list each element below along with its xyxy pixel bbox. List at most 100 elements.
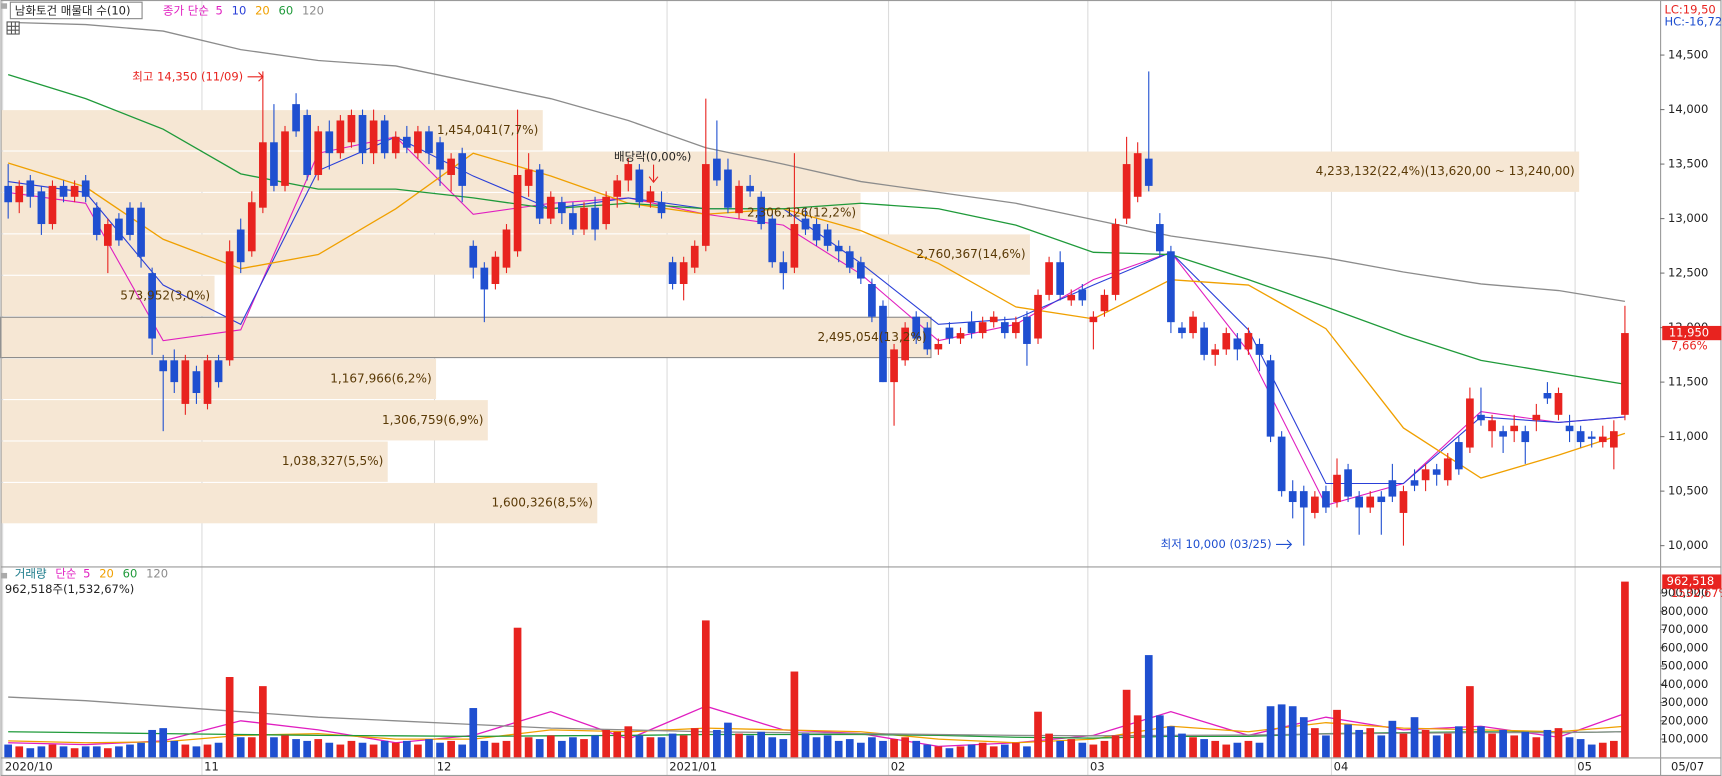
candle-body [126,207,134,235]
candle-body [580,207,588,230]
volume-bar [912,740,921,758]
volume-bar [879,740,887,758]
candle-body [757,196,766,225]
volume-bar [1399,733,1408,758]
volume-bar [270,737,278,758]
legend-item: 5 [216,3,223,17]
candle-body [1189,316,1197,334]
candle-body [414,131,422,154]
x-tick-label: 02 [891,760,906,774]
candle-body [192,371,201,394]
candle-body [48,185,57,225]
volume-bar [369,744,378,758]
legend-item: 20 [255,3,270,17]
legend-item: 20 [99,567,114,581]
candle-body [270,142,278,186]
volume-bar [1255,742,1264,758]
candle-body [591,207,599,230]
volume-bar [635,735,644,758]
volume-bar [1466,686,1474,758]
low-annotation: 최저 10,000 (03/25) [1161,537,1272,551]
candle-body [170,360,179,383]
candle-body [1432,469,1441,475]
volume-bar [1222,744,1231,758]
candle-body [1045,262,1053,295]
volume-bar [1200,739,1208,758]
profile-label: 2,495,054(13,2%) [817,330,926,344]
grid-icon-lines [7,21,20,35]
candle-body [834,245,843,252]
volume-bar [558,740,566,758]
volume-bar [15,746,24,758]
candle-body [546,196,555,219]
volume-bar [148,729,156,758]
volume-bar [1554,728,1563,758]
candle-body [945,327,954,339]
dividend-arrow [648,164,659,184]
candle-body [1144,158,1153,186]
volume-bar [81,746,90,758]
candle-body [602,196,610,225]
ma-line [8,136,1625,506]
candle-body [934,343,943,350]
volume-bar [1023,746,1031,758]
volume-bar [170,740,179,758]
candle-body [26,180,35,197]
volume-bar [602,729,610,758]
volume-bar [1532,737,1541,758]
moving-averages [7,21,1626,748]
candle-body [236,229,245,263]
volume-bar [1211,740,1220,758]
volume-bar [137,742,145,758]
volume-bar [1477,726,1485,758]
candle-body [1299,491,1308,508]
candle-body [624,164,633,181]
volume-bar [823,735,832,758]
candle-body [1100,294,1109,312]
high-arrow [247,72,264,82]
volume-bar [181,744,190,758]
volume-bar [1499,729,1507,758]
candle-body [779,262,788,274]
candle-body [1255,343,1264,355]
candle-body [491,256,500,285]
volume-bar [1610,740,1618,758]
candle-body [1598,436,1607,443]
volume-bar [701,620,710,758]
volume-bar [945,748,954,758]
candle-body [148,273,156,339]
volume-bar [325,742,334,758]
volume-bar [1344,724,1352,758]
volume-badge [1662,574,1722,589]
candle-body [1499,431,1507,437]
labels: 남화토건 매물대 수(10) LC:19,50 HC:-16,72 거래량 96… [5,1,1722,774]
volume-bar [236,737,245,758]
candle-body [735,185,743,214]
candle-body [336,120,345,154]
low-arrow [1276,539,1293,550]
volume-bar [978,742,987,758]
volume-bar [1067,739,1076,758]
volume-bar [1034,711,1042,758]
candle-body [569,213,577,230]
volume-bar [1133,715,1142,758]
volume-bar [624,726,633,758]
candle-body [1388,480,1397,497]
volume-bar [1488,733,1496,758]
candle-body [912,316,921,339]
candle-body [181,360,190,404]
candle-body [1089,316,1098,323]
candle-body [657,202,666,214]
dividend-annotation: 배당락(0,00%) [614,149,691,163]
volume-bar [646,737,655,758]
ma-line [7,152,1626,479]
candle-body [1000,322,1009,334]
volume-bar [746,735,754,758]
volume-bar [203,744,212,758]
y-tick-label: 300,000 [1661,695,1709,709]
candle-body [92,207,101,235]
y-tick-label: 200,000 [1661,713,1709,727]
legend-marker [1,3,8,9]
volume-bar [1432,735,1441,758]
